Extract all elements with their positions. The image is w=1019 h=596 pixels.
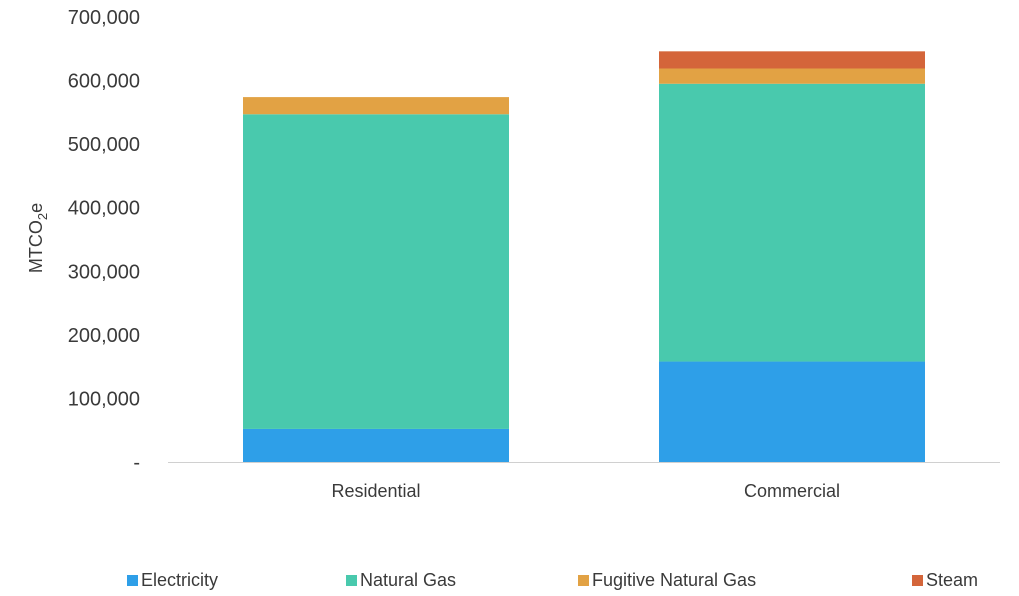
bar-segment-electricity	[659, 361, 925, 462]
legend-swatch	[912, 575, 923, 586]
y-tick-label: 300,000	[68, 261, 140, 283]
y-tick-label: 700,000	[68, 7, 140, 29]
legend-swatch	[578, 575, 589, 586]
legend-item-steam: Steam	[912, 570, 978, 591]
y-axis-label: MTCO2e	[26, 203, 50, 273]
x-tick-label: Residential	[331, 481, 420, 501]
bar-segment-natural-gas	[243, 114, 509, 429]
legend-label: Fugitive Natural Gas	[592, 570, 757, 590]
y-tick-label: 500,000	[68, 134, 140, 156]
x-tick-label: Commercial	[744, 481, 840, 501]
legend-item-fugitive-natural-gas: Fugitive Natural Gas	[578, 570, 756, 591]
bar-segment-steam	[659, 51, 925, 69]
legend-swatch	[127, 575, 138, 586]
y-tick-label: 400,000	[68, 198, 140, 220]
legend: Electricity Natural Gas Fugitive Natural G…	[0, 570, 1019, 594]
y-tick-label: -	[133, 452, 140, 474]
legend-item-electricity: Electricity	[127, 570, 218, 591]
legend-label: Electricity	[141, 570, 219, 590]
bar-segment-fugitive-natural-gas	[243, 97, 509, 115]
y-tick-label: 100,000	[68, 388, 140, 410]
bars	[243, 51, 925, 462]
y-tick-label: 200,000	[68, 325, 140, 347]
y-axis: - 100,000 200,000 300,000 400,000 500,000 600,…	[68, 7, 140, 474]
legend-swatch	[346, 575, 357, 586]
bar-segment-fugitive-natural-gas	[659, 68, 925, 84]
chart-svg: - 100,000 200,000 300,000 400,000 500,000 600,…	[26, 7, 1000, 501]
legend-item-natural-gas: Natural Gas	[346, 570, 456, 591]
legend-label: Natural Gas	[360, 570, 457, 590]
legend-label: Steam	[926, 570, 979, 590]
bar-segment-electricity	[243, 428, 509, 462]
bar-segment-natural-gas	[659, 83, 925, 362]
y-tick-label: 600,000	[68, 71, 140, 93]
x-axis: Residential Commercial	[331, 481, 840, 501]
